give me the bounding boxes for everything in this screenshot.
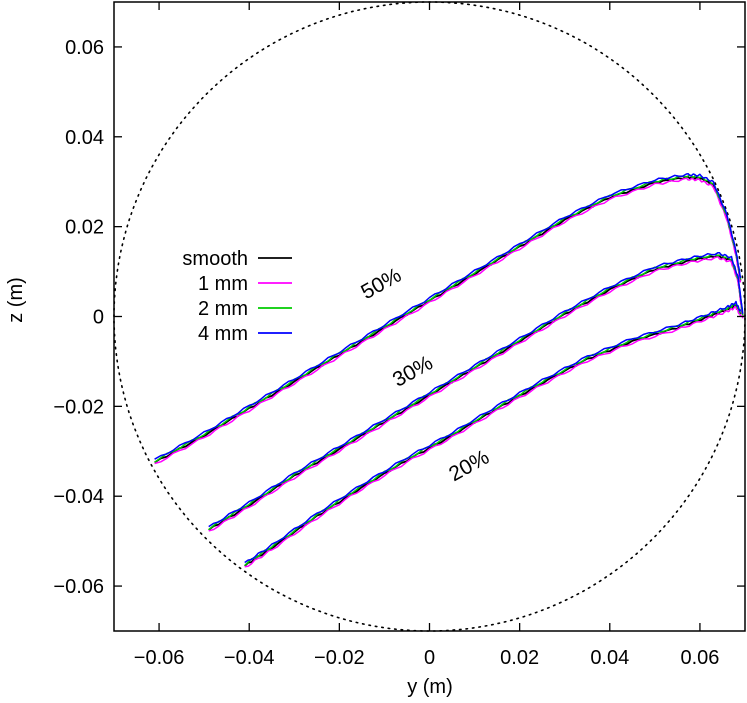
curve-30pct-4-mm <box>208 251 744 528</box>
y-tick-label: −0.04 <box>53 486 104 508</box>
curve-30pct-1-mm <box>208 255 744 532</box>
curve-30pct-smooth <box>208 254 744 531</box>
y-tick-label: −0.06 <box>53 576 104 598</box>
x-axis-label: y (m) <box>407 676 453 698</box>
curve-label-50pct: 50% <box>357 264 405 304</box>
x-tick-label: −0.02 <box>314 647 365 669</box>
y-axis-label: z (m) <box>5 277 27 323</box>
legend-label-1-mm: 1 mm <box>198 273 248 295</box>
y-tick-label: 0 <box>93 307 104 329</box>
x-tick-label: 0.04 <box>590 647 629 669</box>
curve-20pct-2-mm <box>244 303 741 567</box>
legend-label-4-mm: 4 mm <box>198 323 248 345</box>
curve-20pct-1-mm <box>244 305 742 568</box>
curve-label-30pct: 30% <box>389 351 437 391</box>
curve-50pct-1-mm <box>154 177 742 465</box>
curves-group <box>154 172 744 568</box>
legend: smooth 1 mm 2 mm 4 mm <box>182 248 292 345</box>
x-tick-label: 0.06 <box>680 647 719 669</box>
x-axis-ticks: −0.06 −0.04 −0.02 0 0.02 0.04 0.06 <box>134 2 719 669</box>
y-tick-label: −0.02 <box>53 396 104 418</box>
curve-50pct-4-mm <box>154 172 742 460</box>
y-tick-label: 0.04 <box>65 127 104 149</box>
legend-label-2-mm: 2 mm <box>198 298 248 320</box>
legend-label-smooth: smooth <box>182 248 248 270</box>
y-tick-label: 0.02 <box>65 217 104 239</box>
curve-20pct-smooth <box>244 304 742 567</box>
x-tick-label: 0.02 <box>500 647 539 669</box>
y-axis-ticks: −0.06 −0.04 −0.02 0 0.02 0.04 0.06 <box>53 37 745 598</box>
x-tick-label: 0 <box>424 647 435 669</box>
y-tick-label: 0.06 <box>65 37 104 59</box>
curve-label-20pct: 20% <box>445 446 493 486</box>
curve-30pct-2-mm <box>208 253 744 531</box>
curve-20pct-4-mm <box>244 300 742 564</box>
x-tick-label: −0.04 <box>224 647 275 669</box>
x-tick-label: −0.06 <box>134 647 185 669</box>
